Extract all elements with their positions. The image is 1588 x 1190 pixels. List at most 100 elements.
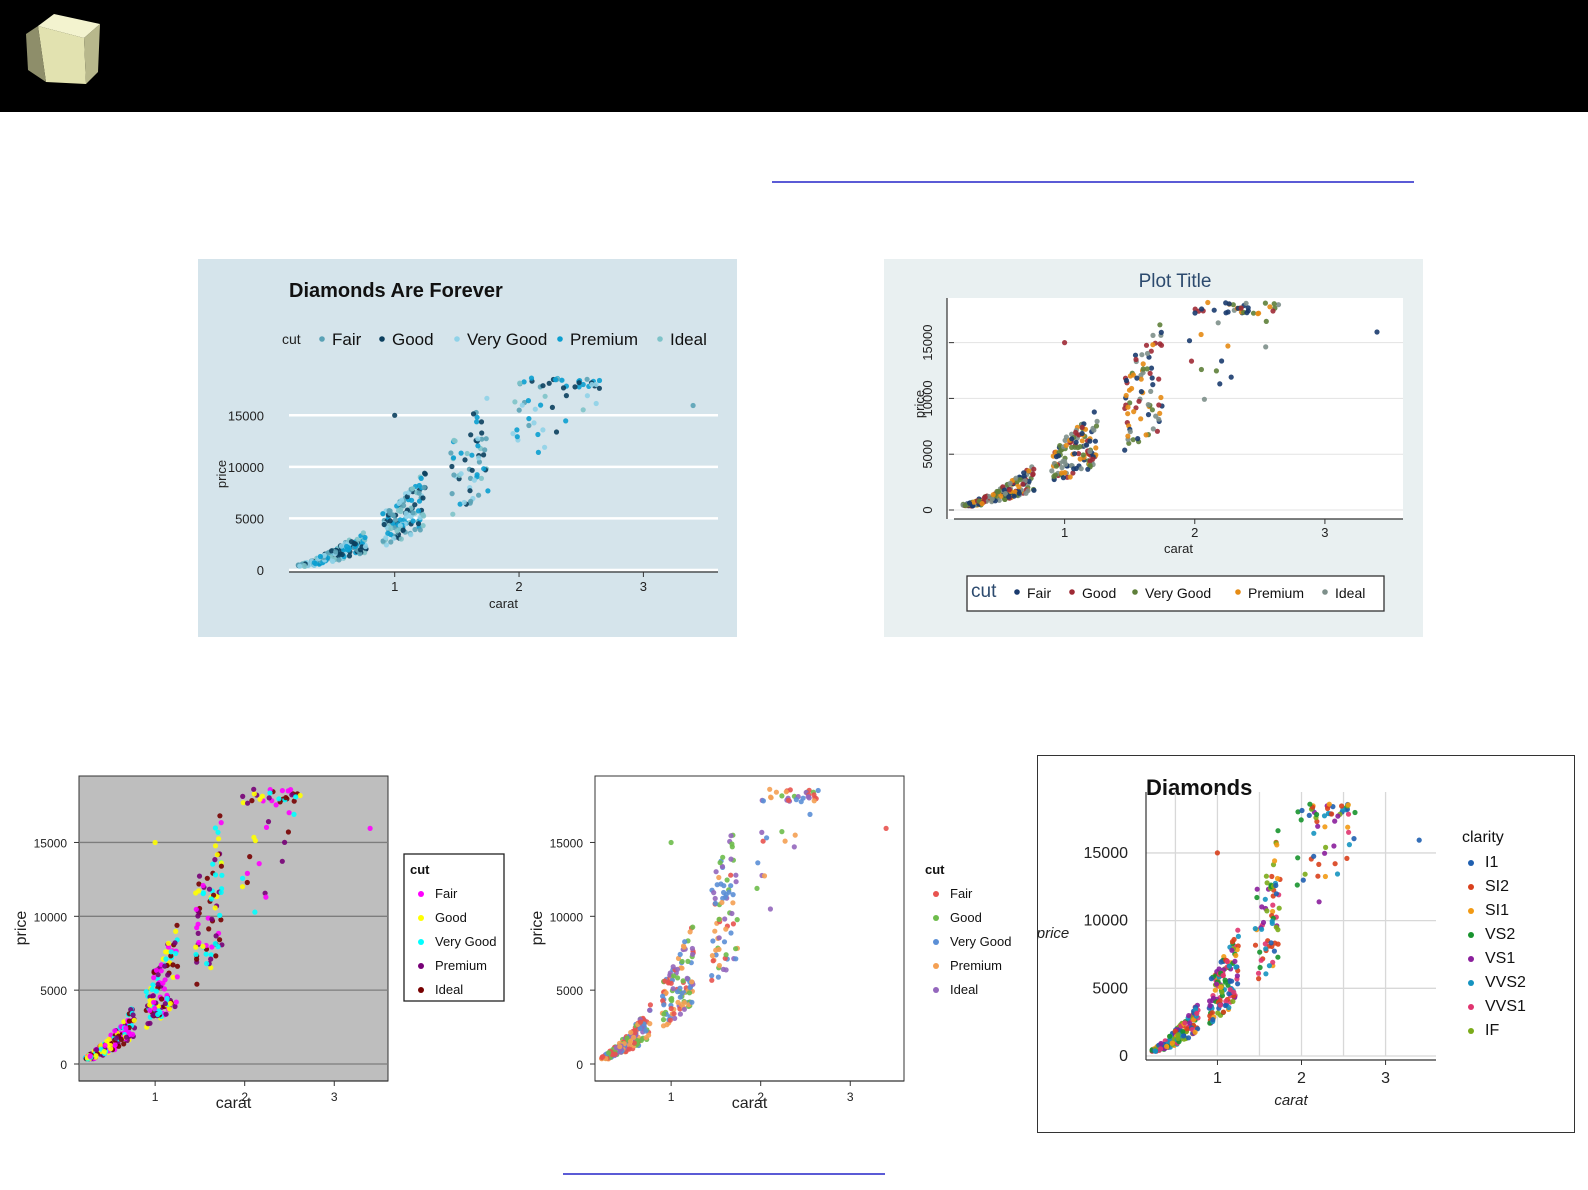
data-point [469,467,475,473]
data-point [118,1036,124,1042]
x-tick-label: 2 [515,579,522,594]
legend-label: Ideal [435,982,463,997]
data-point [712,928,718,934]
data-point [404,494,410,500]
data-point [1079,438,1085,444]
data-point [1020,481,1026,487]
data-point [1314,818,1320,825]
legend-marker [933,987,939,993]
x-tick-label: 2 [757,1090,764,1104]
data-point [209,916,215,922]
data-point [767,786,773,792]
data-point [252,909,258,915]
data-point [357,551,363,557]
x-axis-title: carat [489,596,518,611]
data-point [1093,423,1100,429]
legend-marker [418,987,424,993]
data-point [1335,813,1341,819]
data-point [165,940,171,946]
data-point [475,436,481,442]
data-point [215,944,221,950]
data-point [474,414,480,420]
data-point [1145,402,1151,408]
data-point [297,563,303,569]
data-point [600,1054,606,1060]
data-point [1139,352,1145,358]
data-point [239,884,246,890]
legend-label: Fair [1027,585,1051,601]
link-underline-bottom[interactable] [563,1173,885,1175]
legend-marker [1468,980,1474,986]
legend-marker [1468,956,1474,962]
legend-label: Premium [1248,585,1304,601]
data-point [1263,946,1269,952]
chart-title: Diamonds Are Forever [289,280,503,302]
data-point [521,379,527,385]
data-point [167,1000,173,1007]
data-point [1232,958,1238,964]
data-point [273,802,279,808]
data-point [93,1053,99,1059]
data-point [647,1021,653,1027]
data-point [1007,480,1013,487]
y-tick-label: 10000 [34,910,68,924]
data-point [717,860,723,866]
data-point [1150,332,1156,338]
data-point [360,530,366,536]
data-point [1259,926,1265,932]
data-point [380,511,386,517]
data-point [1222,1002,1228,1009]
data-point [1090,456,1096,462]
data-point [418,475,424,481]
data-point [1346,842,1352,848]
data-point [388,526,394,532]
data-point [244,870,250,876]
x-tick-label: 2 [1191,525,1198,540]
data-point [996,497,1002,503]
data-point [1234,973,1240,979]
y-tick-label: 0 [576,1058,583,1072]
data-point [516,407,522,413]
data-point [1275,954,1281,960]
data-point [212,843,219,849]
data-point [461,499,467,506]
legend-title: cut [925,862,945,877]
data-point [329,548,335,554]
legend-label: Ideal [1335,585,1365,601]
data-point [728,930,734,936]
data-point [760,798,766,804]
data-point [709,973,715,979]
data-point [712,895,718,902]
data-point [362,550,368,556]
chart-legend: cut Fair Good Very Good Premium Ideal [966,575,1385,612]
data-point [155,972,161,978]
data-point [476,459,482,465]
x-tick-label: 1 [1061,525,1068,540]
link-underline-top[interactable] [772,181,1414,183]
data-point [1225,309,1231,315]
legend-marker [379,336,385,342]
data-point [675,975,681,981]
data-point [719,863,725,870]
data-point [647,1002,653,1008]
data-point [240,800,246,806]
data-point [1084,442,1090,448]
data-point [162,1001,168,1007]
data-point [1235,933,1241,939]
data-point [1302,871,1308,877]
data-point [217,937,223,943]
data-point [1264,880,1270,886]
data-point [467,475,474,481]
data-point [710,938,716,944]
data-point [514,427,520,433]
data-point [1254,886,1260,892]
data-point [1071,466,1077,472]
data-point [416,490,422,496]
data-point [330,558,336,564]
data-point [1262,896,1268,902]
data-point [1329,811,1335,817]
data-point [1175,1032,1181,1038]
legend-marker [418,915,424,921]
data-point [593,400,599,407]
data-point [348,539,355,545]
